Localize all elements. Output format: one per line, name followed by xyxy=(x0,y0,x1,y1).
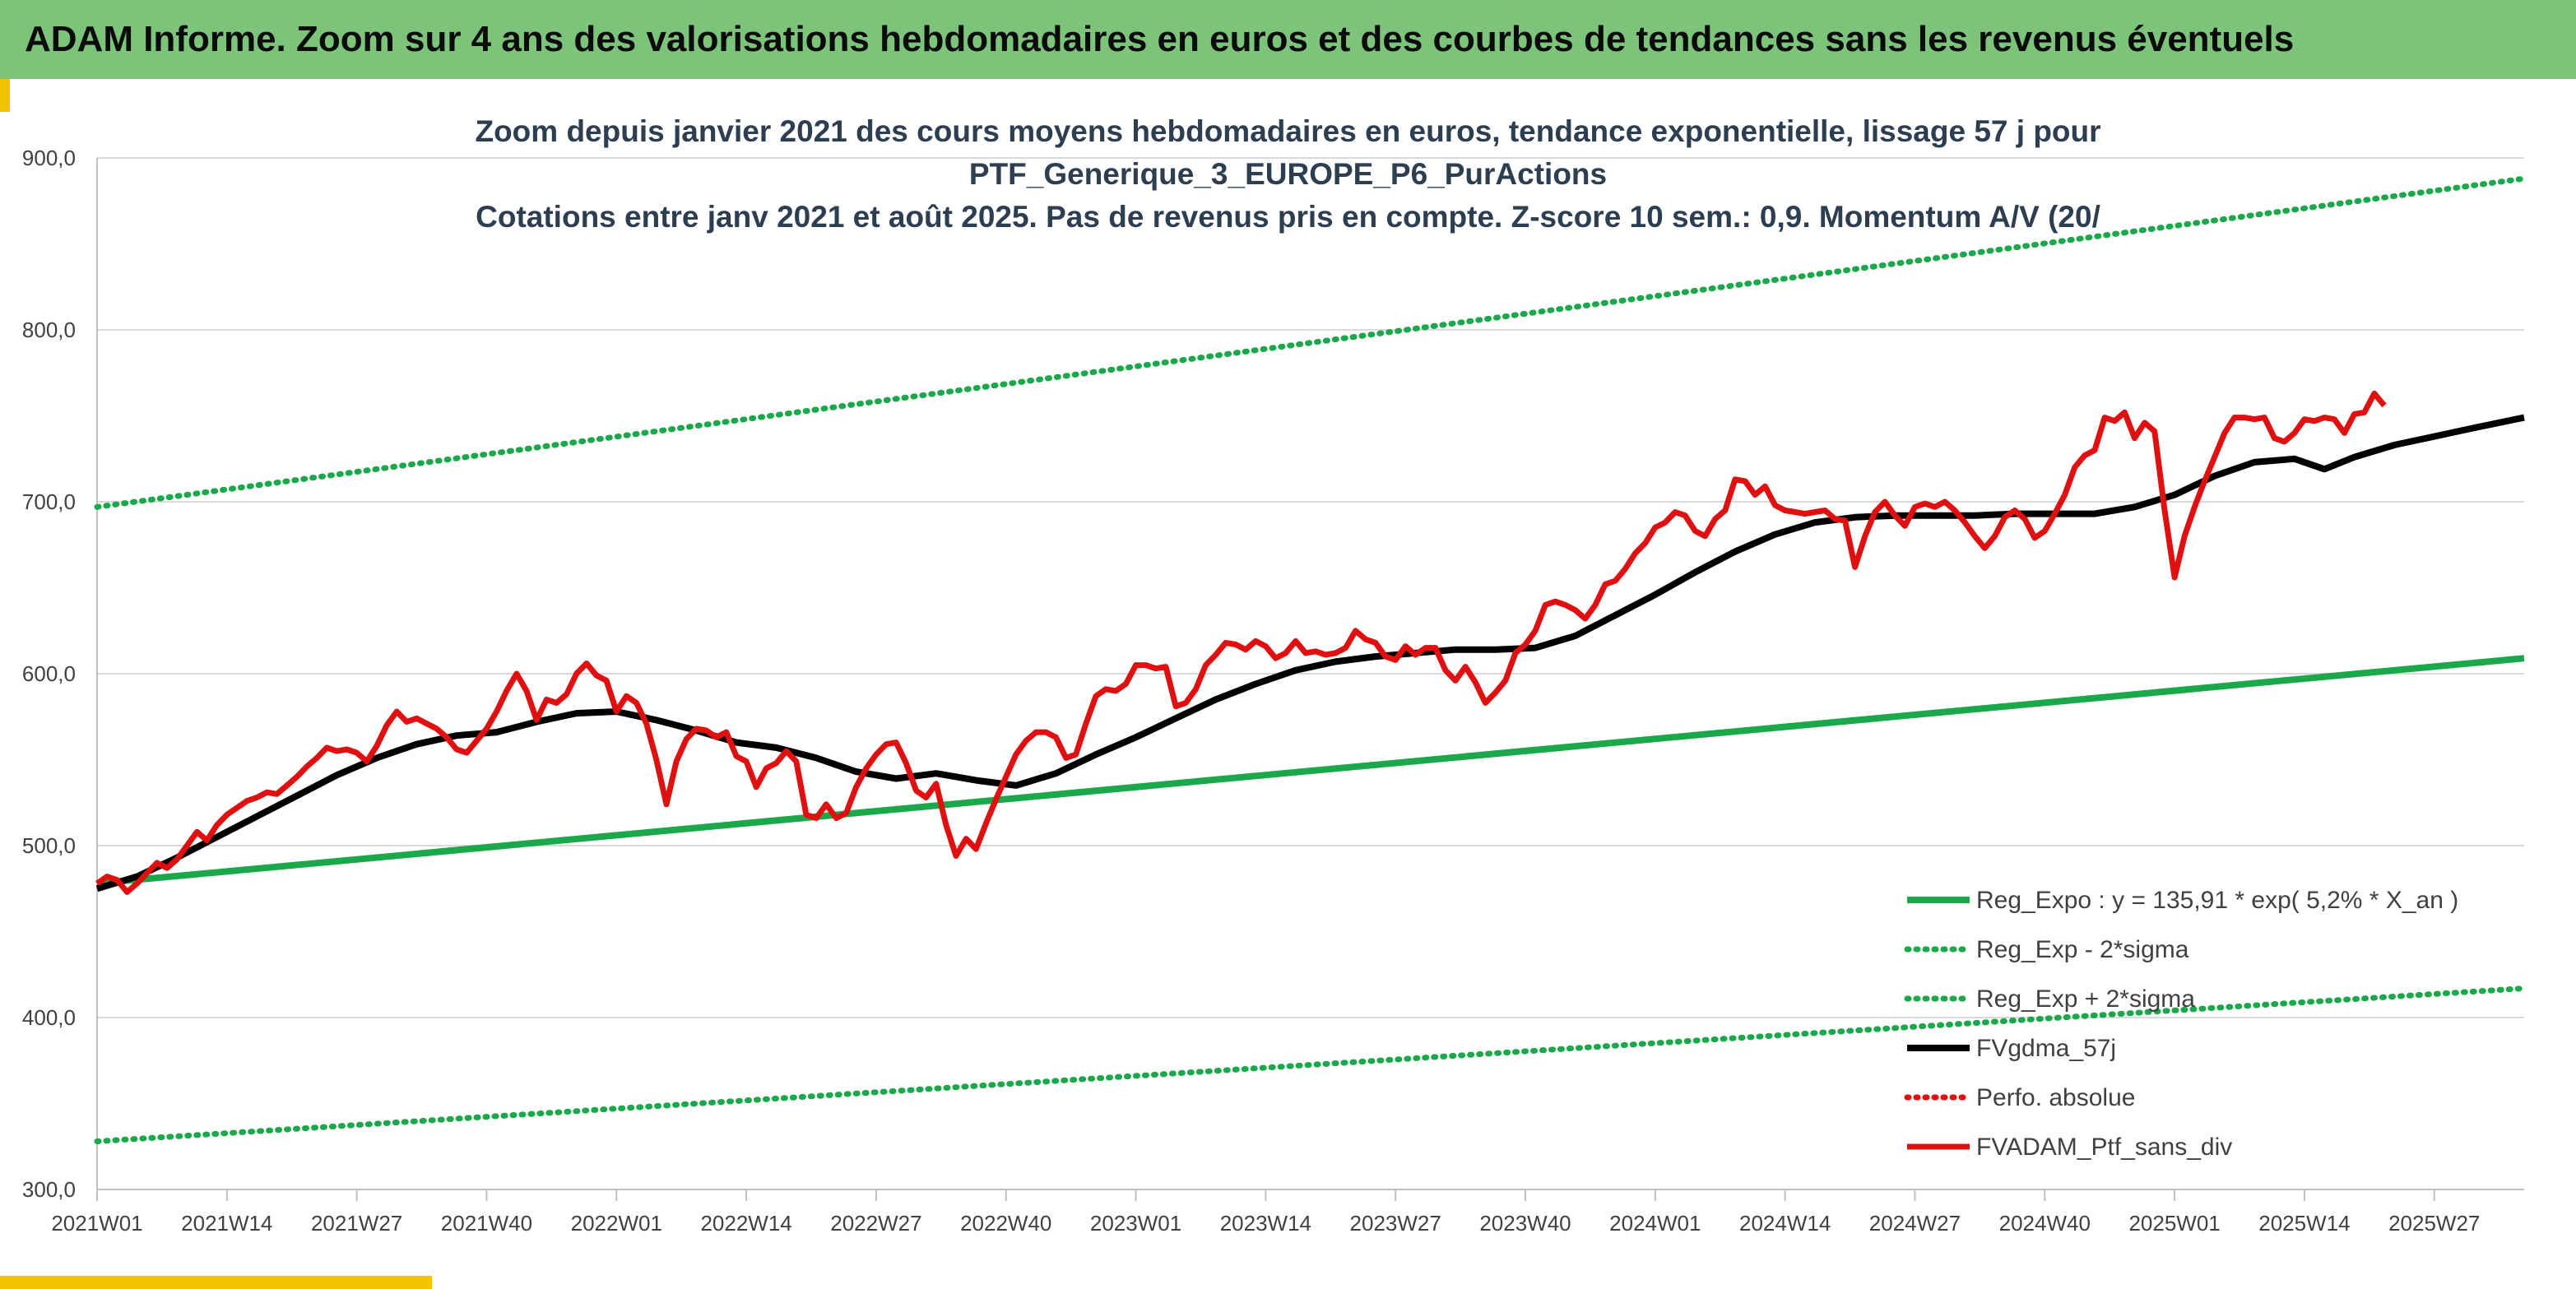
x-tick-label: 2021W01 xyxy=(51,1211,142,1236)
y-tick-label: 500,0 xyxy=(22,833,76,858)
x-tick-label: 2022W14 xyxy=(700,1211,791,1236)
x-tick-label: 2023W01 xyxy=(1090,1211,1181,1236)
y-tick-label: 400,0 xyxy=(22,1005,76,1030)
chart-title: Zoom depuis janvier 2021 des cours moyen… xyxy=(0,110,2576,239)
y-tick-label: 800,0 xyxy=(22,318,76,342)
series-line-reg-exp-2-sigma xyxy=(94,175,2527,510)
legend-label: FVADAM_Ptf_sans_div xyxy=(1976,1134,2232,1161)
y-tick-label: 600,0 xyxy=(22,661,76,686)
x-tick-label: 2022W40 xyxy=(960,1211,1051,1236)
x-tick-label: 2025W14 xyxy=(2258,1211,2350,1236)
page-title-banner: ADAM Informe. Zoom sur 4 ans des valoris… xyxy=(0,0,2576,79)
accent-bar-left xyxy=(0,79,10,112)
x-tick-label: 2022W27 xyxy=(830,1211,921,1236)
accent-bar-bottom xyxy=(0,1276,432,1289)
chart-title-line-2: PTF_Generique_3_EUROPE_P6_PurActions xyxy=(968,157,1608,191)
series-line-fvgdma-57j xyxy=(95,414,2525,893)
x-tick-label: 2024W14 xyxy=(1739,1211,1831,1236)
x-tick-label: 2021W14 xyxy=(181,1211,272,1236)
x-tick-label: 2022W01 xyxy=(571,1211,662,1236)
series-line-reg-expo-y-135-91-exp-5-2-x-an xyxy=(96,655,2525,887)
x-tick-label: 2023W14 xyxy=(1220,1211,1311,1236)
x-tick-label: 2025W27 xyxy=(2388,1211,2480,1236)
x-tick-label: 2021W27 xyxy=(311,1211,402,1236)
x-tick-label: 2024W27 xyxy=(1869,1211,1961,1236)
legend-label: Perfo. absolue xyxy=(1976,1084,2135,1111)
y-tick-label: 900,0 xyxy=(22,146,76,170)
x-tick-label: 2023W27 xyxy=(1350,1211,1441,1236)
series-line-reg-exp-2-sigma xyxy=(94,985,2527,1144)
x-tick-label: 2023W40 xyxy=(1479,1211,1571,1236)
legend-label: FVgdma_57j xyxy=(1976,1035,2116,1062)
chart-title-line-1: Zoom depuis janvier 2021 des cours moyen… xyxy=(475,114,2101,148)
series-line-fvadam-ptf-sans-div xyxy=(95,390,2387,895)
x-tick-label: 2025W01 xyxy=(2128,1211,2220,1236)
legend-label: Reg_Exp + 2*sigma xyxy=(1976,985,2195,1013)
y-tick-label: 700,0 xyxy=(22,489,76,514)
legend-label: Reg_Exp - 2*sigma xyxy=(1976,936,2189,963)
x-tick-label: 2021W40 xyxy=(441,1211,532,1236)
chart-title-line-3: Cotations entre janv 2021 et août 2025. … xyxy=(476,200,2100,234)
y-tick-label: 300,0 xyxy=(22,1177,76,1202)
x-tick-label: 2024W40 xyxy=(1999,1211,2091,1236)
x-tick-label: 2024W01 xyxy=(1609,1211,1701,1236)
page-title: ADAM Informe. Zoom sur 4 ans des valoris… xyxy=(25,19,2295,59)
legend-label: Reg_Expo : y = 135,91 * exp( 5,2% * X_an… xyxy=(1976,887,2458,914)
